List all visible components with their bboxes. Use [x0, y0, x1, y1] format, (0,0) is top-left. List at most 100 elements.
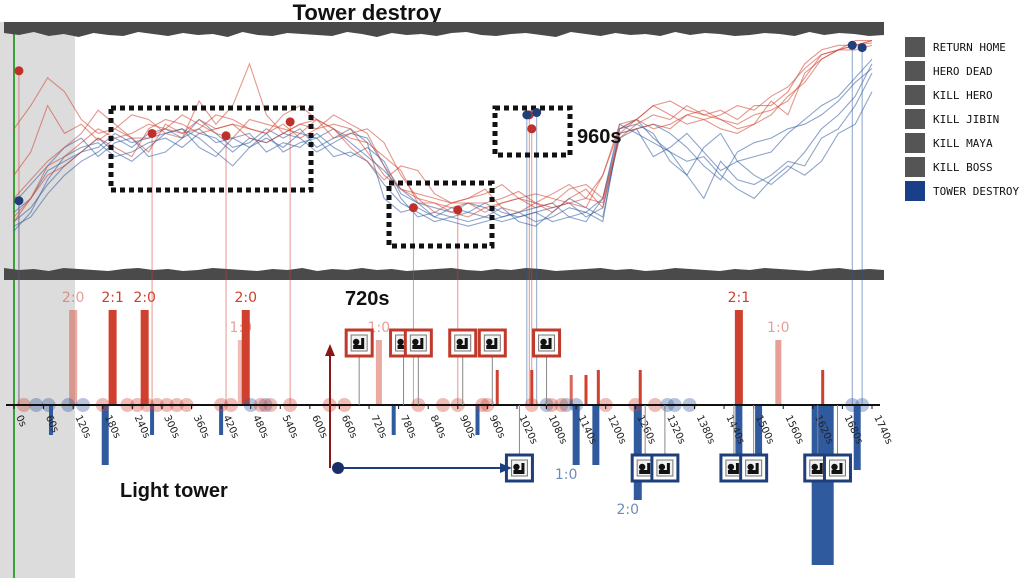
legend-swatch-1	[905, 61, 925, 81]
legend-label-2: KILL HERO	[933, 89, 993, 102]
blue-marker-1	[522, 110, 532, 120]
tick-label-24: 1440s	[723, 414, 746, 446]
legend-label-6: TOWER DESTROY	[933, 185, 1019, 198]
red-bar-14	[821, 370, 825, 405]
red-bar-4	[241, 310, 250, 405]
red-bar-label-4: 2:0	[234, 290, 257, 306]
tick-label-10: 600s	[309, 414, 329, 441]
blue-event-icon-2	[650, 453, 680, 483]
tick-label-0: 0s	[13, 414, 28, 429]
red-bar-10	[596, 370, 600, 405]
blue-bar-5	[475, 405, 480, 435]
blue-bar-1	[101, 405, 109, 465]
blue-event-icon-4-base	[747, 470, 759, 474]
tick-label-16: 960s	[487, 414, 507, 441]
red-bar-label-2: 2:0	[133, 290, 156, 306]
red-bar-3	[237, 340, 244, 405]
red-event-icon-2-frame	[403, 328, 433, 358]
tick-label-4: 240s	[132, 414, 152, 441]
blue-event-icon-1-head	[638, 463, 646, 471]
blue-event-icon-0-base	[513, 470, 525, 474]
blue-event-icon-6	[822, 453, 852, 483]
legend: RETURN HOME HERO DEAD KILL HERO KILL JIBIN K…	[905, 37, 1019, 201]
red-series-line-3	[13, 42, 873, 213]
legend-swatch-4	[905, 133, 925, 153]
red-bar-5	[375, 340, 382, 405]
red-marker-6	[527, 124, 537, 134]
blue-bar-2	[150, 405, 155, 435]
legend-swatch-2	[905, 85, 925, 105]
red-event-icon-3-head	[456, 338, 463, 346]
guide-lines	[18, 45, 863, 405]
red-marker-5	[453, 205, 463, 215]
legend-swatch-5	[905, 157, 925, 177]
tick-label-2: 120s	[72, 414, 92, 441]
blue-event-icon-0-head	[513, 463, 520, 471]
blue-bar-8	[633, 405, 642, 500]
blue-event-icon-4-tower	[755, 463, 759, 470]
red-marker-1	[147, 128, 157, 138]
legend-label-0: RETURN HOME	[933, 41, 1006, 54]
blue-bar-4	[391, 405, 396, 435]
legend-label-5: KILL BOSS	[933, 161, 993, 174]
blue-marker-2	[532, 108, 542, 118]
red-event-icon-2-tower	[420, 338, 424, 345]
blue-event-icon-5-tower	[819, 463, 823, 470]
red-event-icon-2-head	[412, 338, 419, 346]
blue-series-line-3	[13, 68, 873, 218]
highlight-box-early	[108, 105, 314, 193]
red-bar-label-0: 2:0	[62, 290, 85, 306]
red-event-icon-3	[448, 328, 478, 358]
legend-swatch-6	[905, 181, 925, 201]
red-event-icon-5-head	[540, 338, 547, 346]
red-event-icon-5	[532, 328, 562, 358]
red-event-icon-5-tower	[548, 338, 552, 345]
tick-label-11: 660s	[339, 414, 359, 441]
annotation-960s: 960s	[577, 126, 622, 148]
lower-band	[4, 268, 884, 280]
legend-label-4: KILL MAYA	[933, 137, 993, 150]
legend-label-1: HERO DEAD	[933, 65, 993, 78]
blue-event-icon-5-head	[811, 463, 818, 471]
tick-label-26: 1560s	[783, 414, 806, 446]
red-event-icon-3-tower	[464, 338, 468, 345]
blue-bar-6	[572, 405, 580, 465]
blue-marker-4	[857, 43, 867, 53]
tick-label-8: 480s	[250, 414, 270, 441]
blue-event-icon-4	[739, 453, 769, 483]
blue-event-icon-2-head	[658, 463, 666, 471]
highlight-box-mid	[386, 180, 495, 249]
red-series-line-4	[13, 44, 873, 222]
red-bar-11	[638, 370, 642, 405]
tick-label-29: 1740s	[871, 414, 894, 446]
tick-label-13: 780s	[398, 414, 418, 441]
red-event-icon-0-head	[352, 338, 360, 346]
blue-bar-11	[811, 405, 834, 565]
red-event-icon-0-tower	[361, 338, 365, 345]
tick-label-22: 1320s	[664, 414, 687, 446]
blue-event-icon-1-tower	[647, 463, 651, 470]
red-series-line-1	[13, 40, 872, 213]
highlight-box-960	[492, 105, 573, 158]
red-bar-13	[775, 340, 782, 405]
early-period-shade	[0, 22, 75, 578]
red-event-icon-4-base	[486, 345, 498, 349]
red-marker-3	[285, 117, 295, 127]
blue-event-icon-6-head	[831, 463, 838, 471]
blue-series-line-4	[13, 91, 873, 232]
tick-label-14: 840s	[427, 414, 447, 441]
red-event-icon-3-base	[456, 345, 468, 349]
blue-bar-12	[853, 405, 861, 470]
blue-bar-3	[219, 405, 224, 435]
event-bars: 2:0 2:1 2:01:02:01:02:11:01:02:0	[48, 290, 861, 565]
red-event-icon-2	[403, 328, 433, 358]
red-bar-12	[734, 310, 743, 405]
blue-bar-label-6: 1:0	[555, 467, 578, 483]
red-bar-0	[69, 310, 78, 405]
red-bar-2	[140, 310, 149, 405]
tick-label-20: 1200s	[605, 414, 628, 446]
blue-event-icon-1-base	[639, 470, 651, 474]
tick-label-9: 540s	[280, 414, 300, 441]
red-marker-2	[221, 131, 231, 141]
